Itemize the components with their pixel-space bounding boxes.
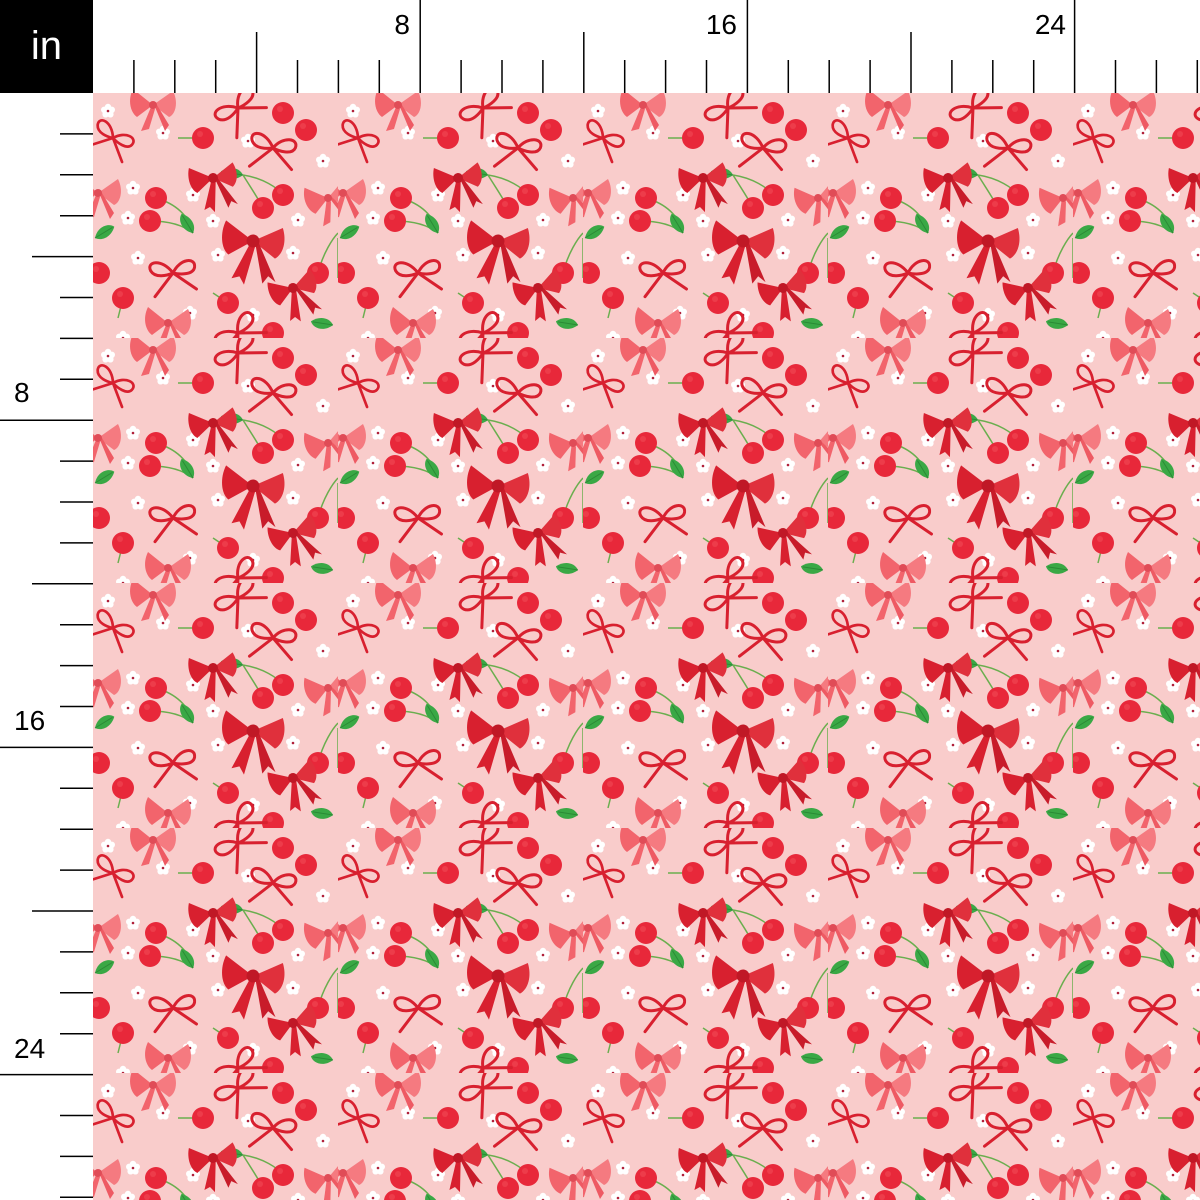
left-label-24: 24 <box>14 1033 45 1064</box>
unit-label: in <box>0 0 93 93</box>
top-label-8: 8 <box>394 9 410 40</box>
top-label-24: 24 <box>1035 9 1066 40</box>
fabric-swatch <box>93 93 1200 1200</box>
left-label-8: 8 <box>14 377 30 408</box>
top-label-16: 16 <box>706 9 737 40</box>
left-label-16: 16 <box>14 705 45 736</box>
fabric-print <box>93 93 1200 1200</box>
